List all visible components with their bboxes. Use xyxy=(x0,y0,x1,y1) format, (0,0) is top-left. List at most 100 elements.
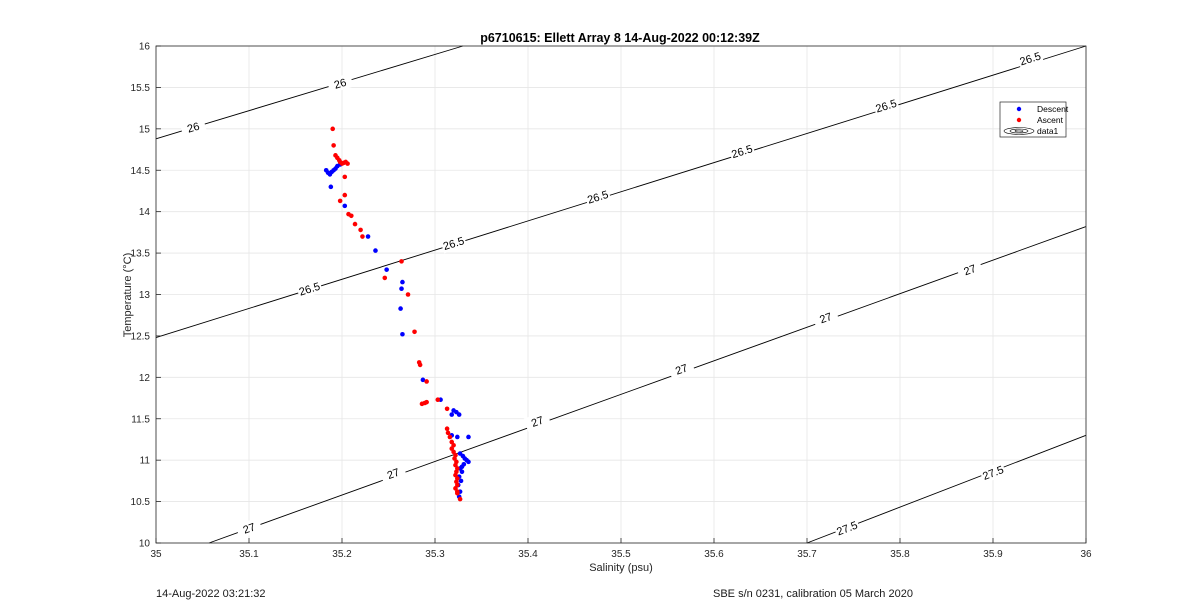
x-tick-label: 35.8 xyxy=(890,549,910,560)
x-tick-label: 35.1 xyxy=(239,549,259,560)
descent-point xyxy=(455,434,460,440)
descent-point xyxy=(398,306,403,311)
y-tick-label: 16 xyxy=(139,42,151,53)
contour-label-bg xyxy=(326,73,354,94)
ascent-point xyxy=(358,227,363,233)
contour-label-bg xyxy=(833,517,861,539)
contour-label-bg xyxy=(872,95,900,116)
ascent-point xyxy=(445,430,451,436)
ascent-point xyxy=(457,496,463,502)
chart-title: p6710615: Ellett Array 8 14-Aug-2022 00:… xyxy=(480,31,760,45)
x-tick-label: 35.2 xyxy=(332,549,352,560)
descent-point xyxy=(373,248,378,253)
contour-label-bg xyxy=(379,462,407,485)
contour-label-bg xyxy=(179,117,207,138)
contour-label-bg xyxy=(1016,48,1044,69)
descent-point xyxy=(466,459,471,465)
ascent-point xyxy=(444,406,450,412)
y-tick-label: 10 xyxy=(139,539,151,550)
y-tick-label: 15.5 xyxy=(131,83,151,94)
y-tick-label: 13.5 xyxy=(131,249,151,260)
ascent-point xyxy=(399,259,404,264)
ascent-point xyxy=(447,434,453,440)
ascent-point xyxy=(331,143,336,148)
descent-point xyxy=(342,203,348,209)
legend-marker-ascent xyxy=(1016,117,1022,123)
contour-label: 27 xyxy=(674,362,690,377)
x-axis-label: Salinity (psu) xyxy=(589,562,653,574)
descent-point xyxy=(456,412,462,417)
ascent-point xyxy=(424,399,429,405)
contour-label-bg xyxy=(956,258,984,281)
contour-label-bg xyxy=(584,186,612,208)
x-tick-label: 36 xyxy=(1080,549,1092,560)
contour-label: 27 xyxy=(962,263,978,278)
contour-label-bg xyxy=(440,232,468,254)
legend-label-ascent: Ascent xyxy=(1037,115,1064,125)
ascent-point xyxy=(352,221,358,227)
y-tick-label: 11.5 xyxy=(131,414,150,425)
contour-line-26 xyxy=(155,45,464,140)
y-tick-label: 14 xyxy=(139,207,151,218)
y-tick-label: 14.5 xyxy=(131,166,151,177)
descent-point xyxy=(459,469,465,475)
legend-contour-icon-core xyxy=(1014,129,1024,133)
scatter-series xyxy=(323,126,471,502)
descent-point xyxy=(400,331,405,337)
footer-timestamp: 14-Aug-2022 03:21:32 xyxy=(156,588,266,600)
contour-label-bg xyxy=(523,410,551,432)
y-tick-label: 13 xyxy=(139,290,151,301)
descent-point xyxy=(458,478,464,484)
contour-label-bg xyxy=(295,278,323,299)
x-tick-label: 35.6 xyxy=(704,549,724,560)
ascent-point xyxy=(424,379,429,384)
contour-label-bg xyxy=(728,140,756,162)
descent-point xyxy=(466,434,471,440)
legend-contour-icon-inner xyxy=(1009,128,1029,134)
descent-point xyxy=(449,412,455,417)
ascent-point xyxy=(345,161,350,166)
x-axis-ticks: 35 35.1 35.2 35.3 35.4 35.5 35.6 35.7 35.8 35.9 36 xyxy=(150,538,1092,560)
legend-marker-descent xyxy=(1016,106,1022,112)
contour-label: 27 xyxy=(386,467,402,482)
descent-point xyxy=(365,234,371,239)
descent-point xyxy=(399,286,404,292)
footer-calibration: SBE s/n 0231, calibration 05 March 2020 xyxy=(713,588,913,600)
x-tick-label: 35.3 xyxy=(425,549,445,560)
contour-label-bg xyxy=(235,517,263,539)
legend-label-descent: Descent xyxy=(1037,104,1069,114)
ascent-point xyxy=(349,213,354,219)
legend: Descent Ascent data1 xyxy=(999,101,1069,138)
descent-point xyxy=(400,279,405,285)
ascent-point xyxy=(360,234,365,239)
ascent-point xyxy=(412,329,417,335)
ascent-point xyxy=(382,275,388,281)
x-tick-label: 35.5 xyxy=(611,549,631,560)
y-tick-label: 11 xyxy=(140,456,151,467)
ascent-point xyxy=(342,174,348,180)
descent-point xyxy=(384,267,389,272)
ascent-point xyxy=(337,198,343,204)
contour-label-bg xyxy=(811,307,840,329)
ascent-point xyxy=(330,126,336,132)
y-axis-label: Temperature (°C) xyxy=(122,253,134,337)
contour-label: 26 xyxy=(333,77,348,92)
ascent-point xyxy=(455,491,460,496)
ascent-point xyxy=(342,192,348,198)
contour-line-27 xyxy=(208,226,1087,544)
contour-label-bg xyxy=(979,461,1007,484)
descent-point xyxy=(328,184,334,190)
series-ascent xyxy=(330,126,463,502)
ascent-point xyxy=(417,362,423,368)
legend-box xyxy=(999,101,1067,138)
y-tick-label: 15 xyxy=(139,124,151,135)
x-tick-label: 35.9 xyxy=(983,549,1003,560)
contour-label: 27 xyxy=(530,414,546,429)
contour-label: 27 xyxy=(242,521,258,536)
x-tick-label: 35.4 xyxy=(518,549,538,560)
x-tick-label: 35.7 xyxy=(797,549,817,560)
y-tick-label: 10.5 xyxy=(131,497,151,508)
legend-label-data1: data1 xyxy=(1037,126,1059,136)
ascent-point xyxy=(444,426,450,431)
